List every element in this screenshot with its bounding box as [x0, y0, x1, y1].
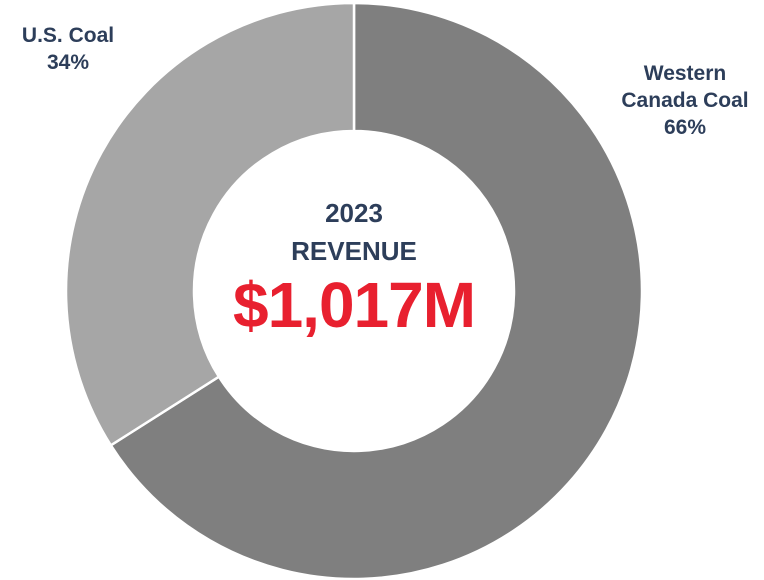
slice-label: U.S. Coal 34%: [0, 22, 136, 76]
slice-label: Western Canada Coal 66%: [610, 60, 760, 141]
center-value: $1,017M: [232, 269, 476, 341]
category-label: U.S. Coal: [21, 24, 115, 47]
slice: [109, 1, 644, 580]
value-label: 66%: [663, 116, 707, 139]
center-title: 2023: [325, 198, 383, 228]
center-text: 2023 REVENUE $1,017M: [204, 194, 504, 340]
category-label: Western Canada Coal: [621, 62, 749, 112]
slice: [64, 1, 356, 448]
value-label: 34%: [46, 51, 90, 74]
center-title: REVENUE: [291, 236, 417, 266]
